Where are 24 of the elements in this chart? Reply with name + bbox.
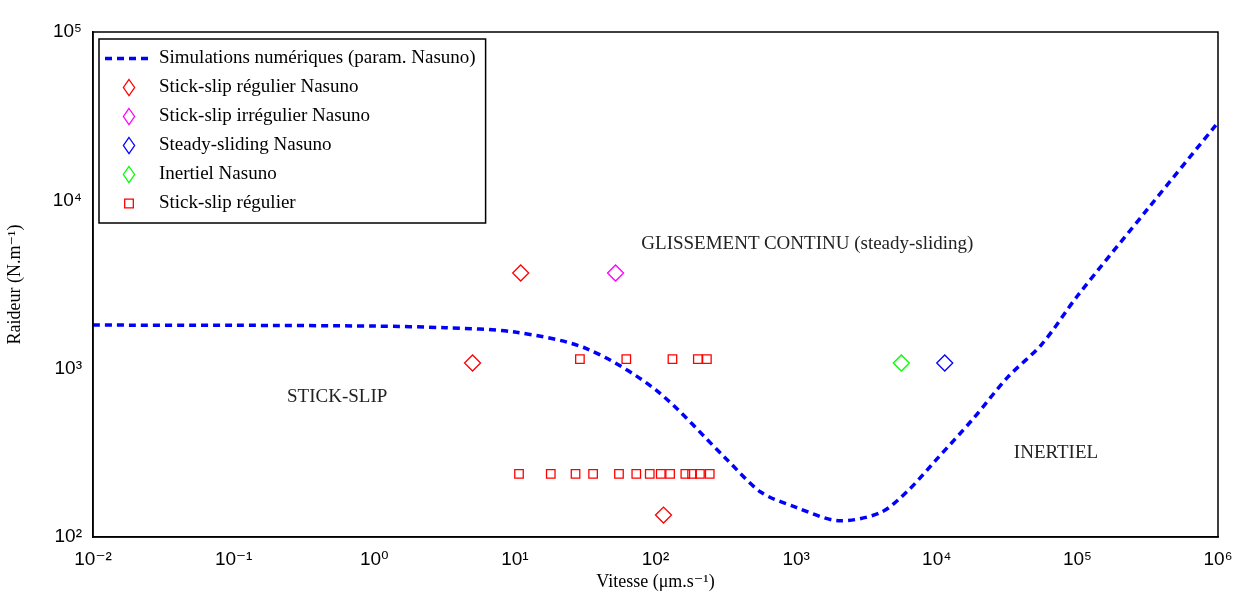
x-tick-label: 10¹ <box>501 547 529 569</box>
y-tick-label: 10² <box>54 525 82 547</box>
x-axis-title: Vitesse (μm.s⁻¹) <box>596 570 715 592</box>
x-tick-label: 10⁴ <box>922 547 952 569</box>
y-tick-label: 10⁵ <box>52 20 82 42</box>
y-tick-label: 10³ <box>54 356 82 378</box>
y-tick-label: 10⁴ <box>52 188 82 210</box>
x-tick-label: 10⁵ <box>1062 547 1092 569</box>
legend-label: Simulations numériques (param. Nasuno) <box>159 46 476 69</box>
annotation: GLISSEMENT CONTINU (steady-sliding) <box>641 232 974 255</box>
x-tick-label: 10³ <box>782 547 810 569</box>
legend-label: Inertiel Nasuno <box>159 162 277 184</box>
legend-label: Stick-slip régulier <box>159 191 297 213</box>
y-axis-title: Raideur (N.m⁻¹) <box>3 224 25 345</box>
x-tick-label: 10⁶ <box>1203 547 1233 569</box>
legend-label: Stick-slip régulier Nasuno <box>159 75 359 97</box>
x-tick-label: 10² <box>641 547 670 569</box>
legend-label: Steady-sliding Nasuno <box>159 133 332 155</box>
annotation: STICK-SLIP <box>286 385 388 407</box>
annotation: INERTIEL <box>1013 440 1099 462</box>
x-tick-label: 10⁰ <box>359 547 389 569</box>
x-tick-label: 10⁻¹ <box>214 547 253 569</box>
x-tick-label: 10⁻² <box>74 547 112 569</box>
legend-label: Stick-slip irrégulier Nasuno <box>159 104 371 126</box>
